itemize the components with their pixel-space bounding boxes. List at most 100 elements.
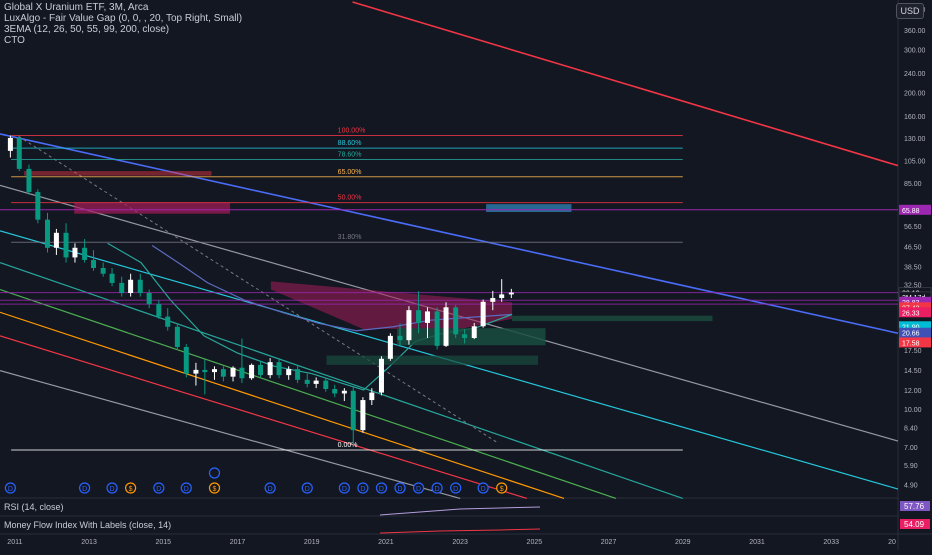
fvg-box-2 [486, 204, 572, 213]
price-badge-7: 20.66 [902, 331, 920, 338]
event-marker-5 [180, 482, 192, 494]
price-badge-bg-0 [899, 204, 931, 215]
candle-body-1 [16, 137, 22, 169]
event-marker-0 [4, 482, 16, 494]
candle-body-52 [490, 298, 496, 302]
price-badge-bg-6 [899, 321, 931, 332]
event-marker-12 [394, 482, 406, 494]
y-tick-19: 12.00 [904, 388, 922, 395]
candle-body-28 [267, 362, 273, 376]
currency-button[interactable]: USD [896, 3, 924, 19]
x-tick-9: 2029 [675, 539, 691, 546]
mfi-pane-label[interactable]: Money Flow Index With Labels (close, 14) [4, 520, 172, 530]
symbol-title[interactable]: Global X Uranium ETF, 3M, Arca [4, 2, 149, 13]
event-marker-2 [106, 482, 118, 494]
candle-body-36 [341, 390, 347, 394]
y-tick-22: 7.00 [904, 445, 918, 452]
candle-body-46 [434, 311, 440, 346]
candle-body-32 [304, 379, 310, 384]
fvg-box-0 [24, 171, 212, 176]
rsi-line [379, 506, 541, 516]
price-badge-0: 65.88 [902, 208, 920, 215]
event-marker-label-5: D [184, 486, 189, 493]
event-marker-stacked [208, 467, 221, 479]
candle-body-26 [249, 364, 255, 379]
event-marker-label-17: $ [500, 486, 504, 493]
candle-body-45 [424, 311, 430, 323]
candle-body-11 [109, 273, 115, 283]
event-marker-label-4: D [156, 486, 161, 493]
event-marker-label-6: $ [213, 486, 217, 493]
candle-body-8 [82, 247, 88, 260]
fib-label-3: 65.00% [338, 169, 362, 176]
candle-body-43 [406, 310, 412, 341]
y-tick-21: 8.40 [904, 426, 918, 433]
y-tick-7: 105.00 [904, 159, 926, 166]
fvg-box-4 [397, 328, 546, 346]
candle-body-13 [128, 279, 134, 293]
candle-body-50 [471, 326, 477, 339]
event-marker-10 [357, 482, 369, 494]
event-marker-14 [431, 482, 443, 494]
y-tick-11: 46.50 [904, 245, 922, 252]
candle-body-38 [360, 400, 366, 431]
event-marker-label-3: $ [129, 486, 133, 493]
event-marker-label-10: D [360, 486, 365, 493]
y-tick-12: 38.50 [904, 265, 922, 272]
candle-body-19 [183, 347, 189, 374]
y-tick-2: 300.00 [904, 47, 926, 54]
price-badge-5: 26.33 [902, 310, 920, 317]
candle-body-33 [313, 380, 319, 384]
event-marker-7 [264, 482, 276, 494]
candle-body-30 [286, 369, 292, 376]
y-tick-3: 240.00 [904, 71, 926, 78]
event-marker-label-16: D [481, 486, 486, 493]
fib-label-4: 50.00% [338, 195, 362, 202]
event-marker-11 [375, 482, 388, 494]
candle-body-21 [202, 369, 208, 373]
event-marker-label-11: D [379, 486, 384, 493]
indicator-fvg[interactable]: LuxAlgo - Fair Value Gap (0, 0, , 20, To… [4, 13, 243, 24]
y-tick-23: 5.90 [904, 463, 918, 470]
event-marker-9 [338, 482, 350, 494]
event-marker-label-9: D [342, 486, 347, 493]
candle-body-16 [156, 304, 162, 317]
event-marker-label-1: D [82, 486, 87, 493]
candle-body-39 [369, 392, 375, 401]
candle-body-49 [462, 334, 468, 339]
fvg-box-5 [326, 355, 539, 365]
fib-trend-line [18, 135, 498, 443]
candle-body-34 [323, 380, 329, 390]
y-tick-8: 85.00 [904, 181, 922, 188]
candle-body-2 [26, 168, 32, 192]
fib-label-5: 31.80% [338, 234, 362, 241]
event-marker-13 [412, 482, 425, 494]
candle-body-37 [350, 390, 356, 431]
event-marker-label-2: D [110, 486, 115, 493]
fvg-box-1 [74, 202, 231, 214]
x-tick-2: 2015 [155, 539, 171, 546]
candle-body-24 [230, 367, 236, 377]
candle-body-27 [257, 364, 263, 376]
price-badge-bg-5 [899, 307, 931, 318]
candle-body-47 [443, 307, 449, 346]
fib-label-1: 88.60% [338, 140, 362, 147]
indicator-cto[interactable]: CTO [4, 35, 25, 46]
candle-body-54 [508, 292, 514, 295]
event-marker-label-14: D [435, 486, 440, 493]
event-marker-label-0: D [8, 486, 13, 493]
x-tick-4: 2019 [304, 539, 320, 546]
x-tick-3: 2017 [230, 539, 246, 546]
event-marker-8 [301, 482, 313, 494]
x-tick-7: 2025 [527, 539, 543, 546]
channel-line-6 [0, 311, 565, 500]
rsi-pane-label[interactable]: RSI (14, close) [4, 502, 64, 512]
x-tick-10: 2031 [749, 539, 765, 546]
mfi-value: 54.09 [904, 520, 925, 529]
event-marker-label-8: D [305, 486, 310, 493]
indicator-3ema[interactable]: 3EMA (12, 26, 50, 55, 99, 200, close) [4, 24, 170, 35]
y-tick-24: 4.90 [904, 483, 918, 490]
event-marker-3 [125, 482, 137, 494]
